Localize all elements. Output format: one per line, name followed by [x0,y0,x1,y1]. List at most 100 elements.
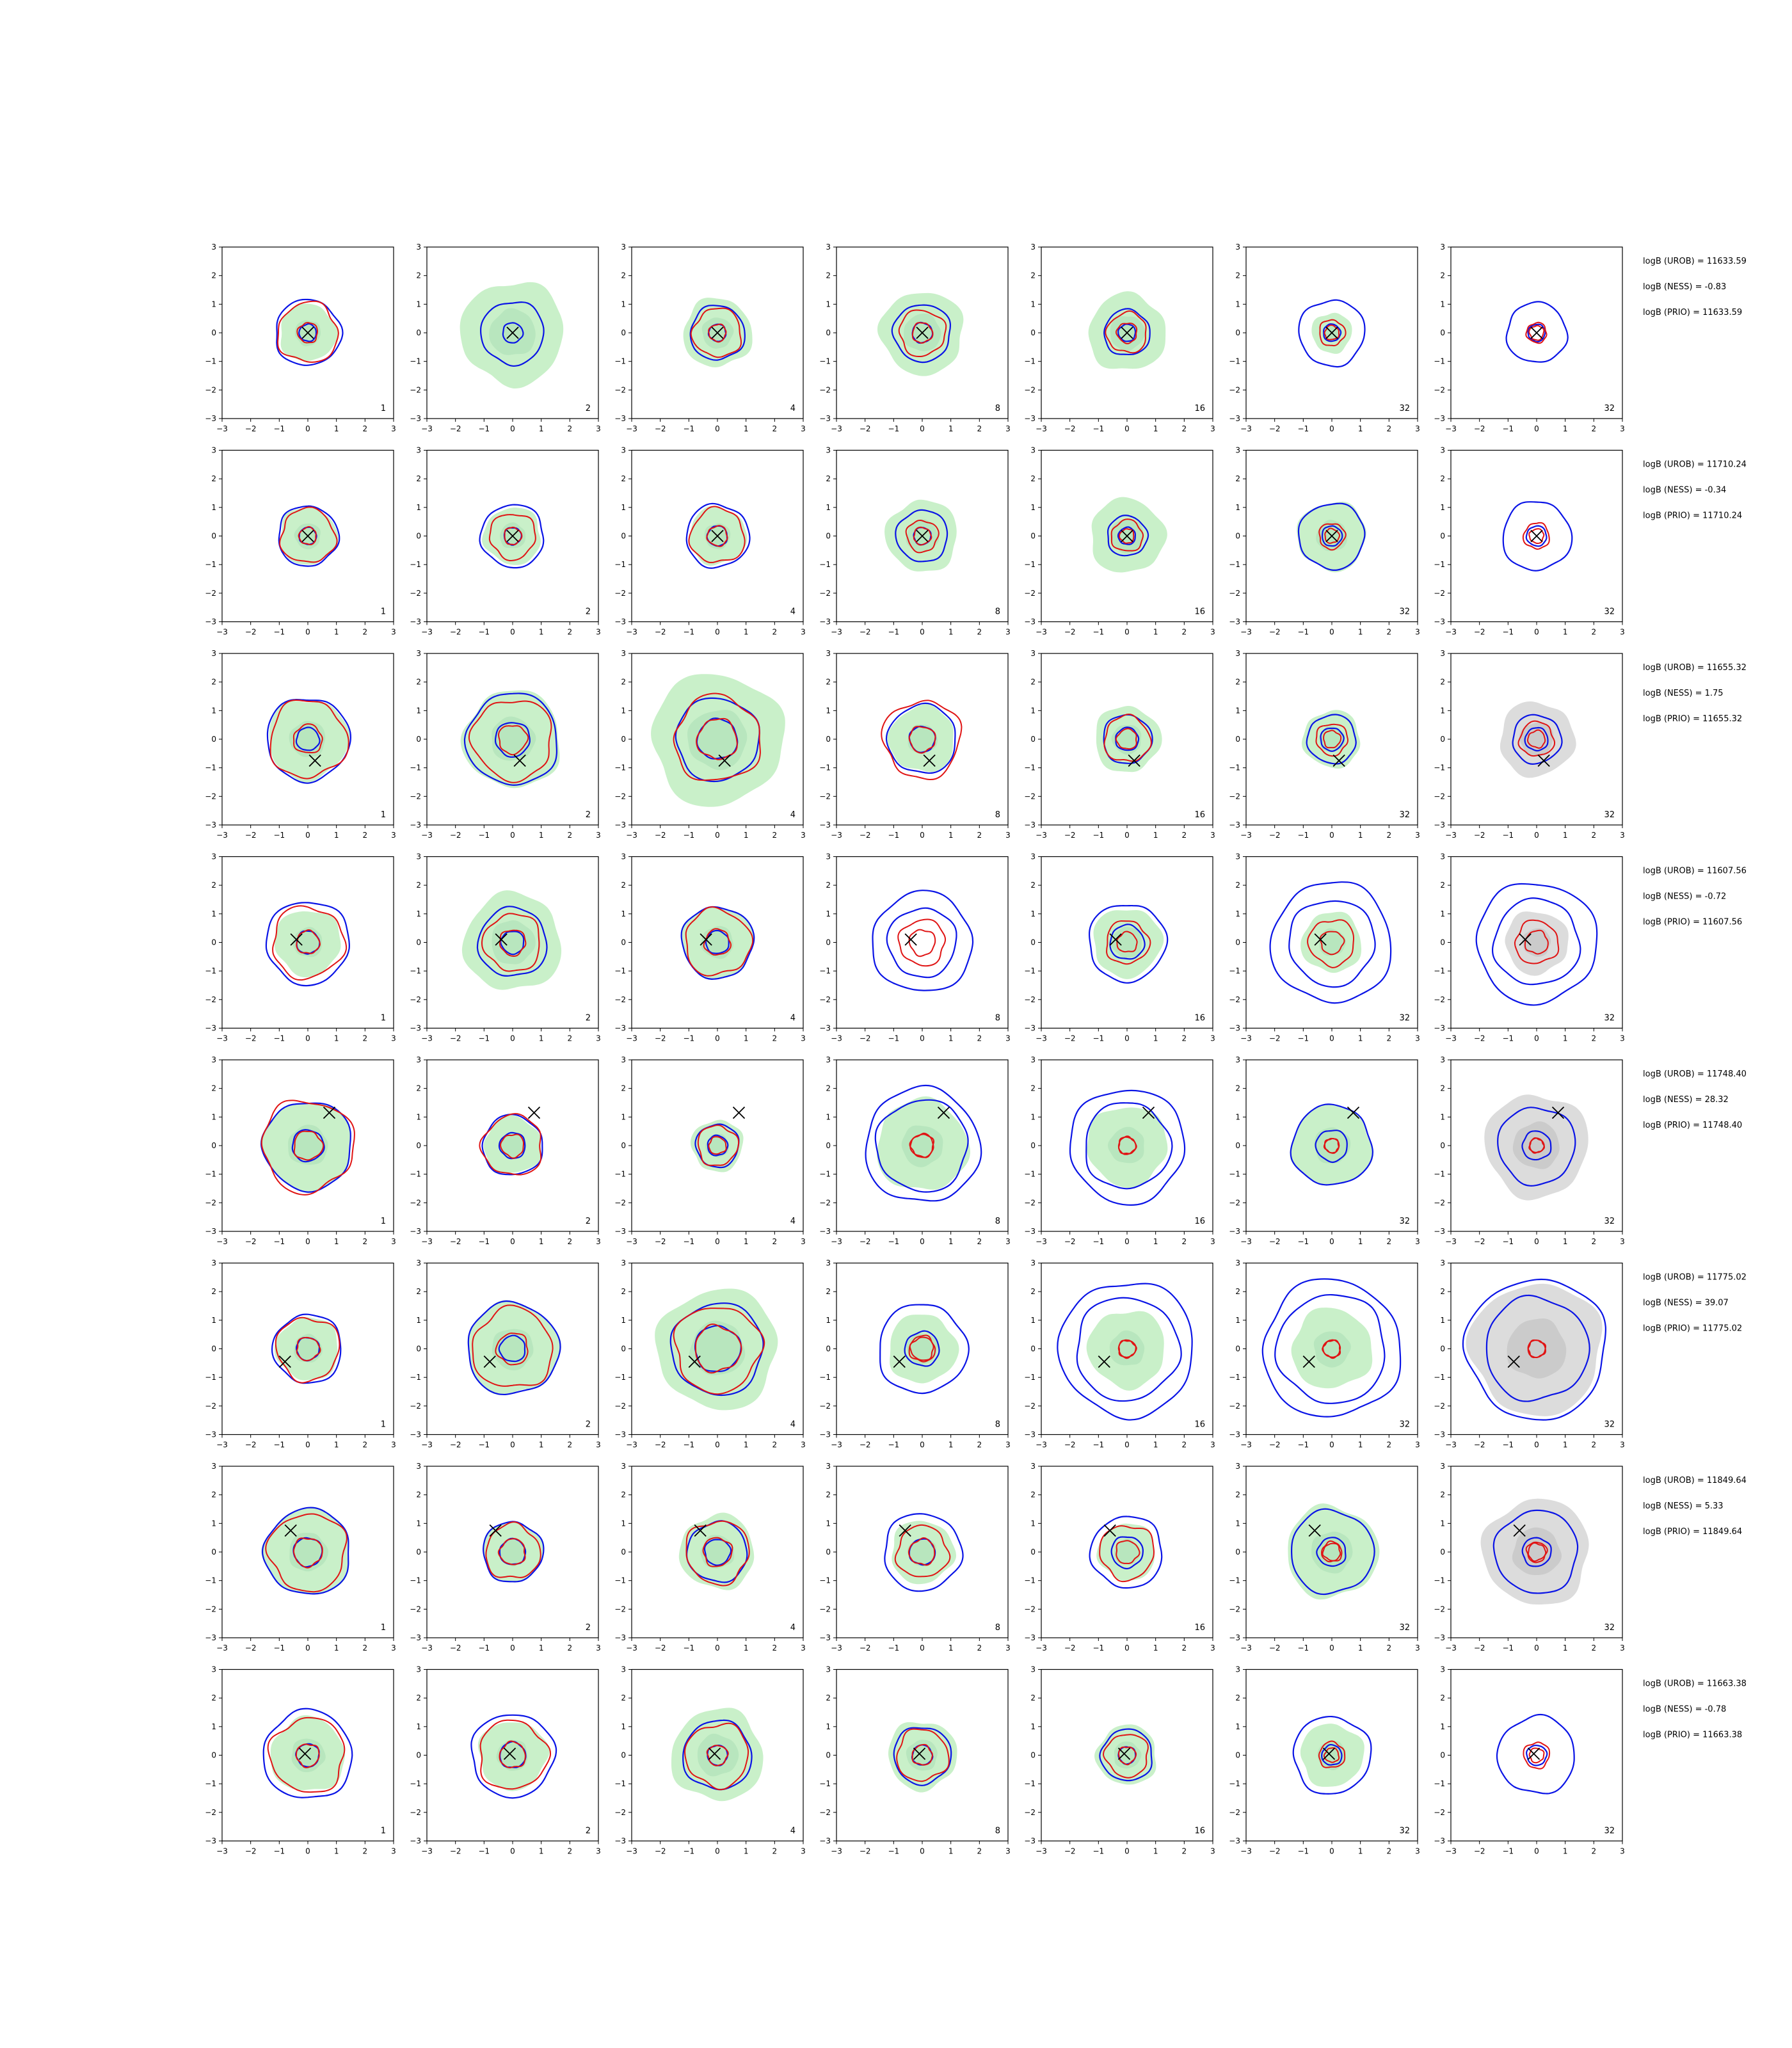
x-tick-label: 1 [744,1441,749,1450]
marker-x [1128,754,1140,767]
y-tick-label: −1 [410,1373,421,1382]
panel-r7-c4: −3 −2 −1 0 1 2 3 3 2 1 0 −1 −2 −3 8 [819,1462,1011,1652]
y-tick-label: −1 [1434,357,1445,366]
x-tick-label: 3 [1210,1237,1215,1246]
x-tick-label: −1 [683,1441,694,1450]
red-contour [1323,1747,1340,1763]
y-tick-label: −1 [614,560,626,569]
x-tick-label: −1 [683,424,694,433]
x-tick-label: −2 [245,628,257,637]
x-tick-label: 2 [772,1644,778,1652]
x-tick-label: 3 [1005,1847,1011,1856]
x-tick-label: 3 [391,1441,396,1450]
x-tick-label: 2 [1387,1441,1392,1450]
x-tick-label: −1 [1092,1847,1104,1856]
y-tick-label: −1 [410,1170,421,1179]
marker-x [506,529,519,543]
y-tick-label: 3 [211,1259,216,1268]
y-tick-label: 0 [1235,735,1240,744]
y-tick-label: 0 [1030,1141,1036,1150]
y-tick-label: 2 [1030,1491,1036,1500]
x-tick-label: −3 [1445,1034,1457,1043]
y-tick-label: 2 [1030,1084,1036,1093]
y-tick-label: −3 [614,618,626,627]
y-tick-label: 2 [211,1693,216,1702]
red-contour [894,1524,951,1578]
red-contour [298,525,317,545]
y-tick-label: 1 [621,1112,626,1121]
panel-r4-c1: −3 −2 −1 0 1 2 3 3 2 1 0 −1 −2 −3 1 [205,852,396,1043]
y-tick-label: −1 [1024,764,1036,772]
marker-x [1121,326,1133,339]
y-tick-label: −1 [614,966,626,975]
x-tick-label: 1 [1153,1847,1158,1856]
y-tick-label: 1 [1440,503,1445,512]
y-tick-label: −2 [819,1402,831,1411]
y-tick-label: 0 [416,1548,421,1556]
red-contour [292,1537,323,1569]
plot-area [1500,701,1576,778]
y-tick-label: 1 [1030,1519,1036,1528]
y-tick-label: −2 [614,1604,626,1613]
y-tick-label: −1 [614,1170,626,1179]
red-contour [896,1728,950,1782]
x-tick-label: −3 [1445,424,1457,433]
marker-x [1530,326,1543,339]
x-tick-label: −3 [1445,1847,1457,1856]
x-tick-label: 1 [1153,424,1158,433]
y-tick-label: 3 [211,1665,216,1674]
plot-area [467,1300,561,1396]
blue-contour [872,890,974,991]
x-tick-label: 3 [1620,831,1625,840]
marker-x [1513,1524,1526,1537]
red-contour [1307,919,1355,968]
red-contour [1528,1747,1545,1764]
y-tick-label: 1 [621,300,626,308]
x-tick-label: 2 [1387,1644,1392,1652]
y-tick-label: 3 [416,1259,421,1268]
y-tick-label: 3 [1030,1462,1036,1471]
red-contour [1103,713,1152,762]
x-tick-label: −2 [860,1644,871,1652]
x-tick-label: −3 [421,1644,433,1652]
blue-contour [494,722,531,758]
x-tick-label: 3 [801,1237,806,1246]
red-contour [685,1520,750,1587]
y-tick-label: 1 [1235,503,1240,512]
y-tick-label: 1 [211,1722,216,1731]
x-tick-label: −1 [273,1644,285,1652]
y-tick-label: 1 [826,1722,831,1731]
y-tick-label: −3 [1024,820,1036,829]
x-tick-label: 1 [948,1237,954,1246]
plot-area [1502,501,1573,572]
x-tick-label: 2 [568,628,573,637]
y-tick-label: −2 [614,385,626,394]
x-tick-label: 1 [539,831,544,840]
blue-contour [1491,897,1581,986]
y-tick-label: 3 [416,1665,421,1674]
panel-r5-c1: −3 −2 −1 0 1 2 3 3 2 1 0 −1 −2 −3 1 [205,1055,396,1246]
y-tick-label: −2 [614,589,626,598]
blue-contour [865,1084,982,1202]
y-tick-label: 3 [1440,446,1445,455]
y-tick-label: −3 [1024,618,1036,627]
y-tick-label: 3 [211,852,216,861]
y-tick-label: 3 [1235,446,1240,455]
y-tick-label: −3 [1229,1227,1240,1236]
x-tick-label: −2 [1064,831,1076,840]
x-tick-label: −2 [1064,1847,1076,1856]
y-tick-label: −1 [1434,1779,1445,1788]
x-tick-label: −3 [216,1847,228,1856]
x-tick-label: 1 [1358,424,1363,433]
x-tick-label: 0 [1534,1847,1539,1856]
y-tick-label: −3 [819,618,831,627]
y-tick-label: −1 [1024,1576,1036,1585]
marker-x [913,1747,926,1760]
x-tick-label: 3 [1620,1644,1625,1652]
y-tick-label: 0 [1030,328,1036,337]
x-tick-label: −1 [478,1441,490,1450]
x-tick-label: 2 [1182,1034,1187,1043]
x-tick-label: 1 [334,424,339,433]
x-tick-label: 2 [1182,1237,1187,1246]
y-tick-label: 3 [1030,1055,1036,1064]
